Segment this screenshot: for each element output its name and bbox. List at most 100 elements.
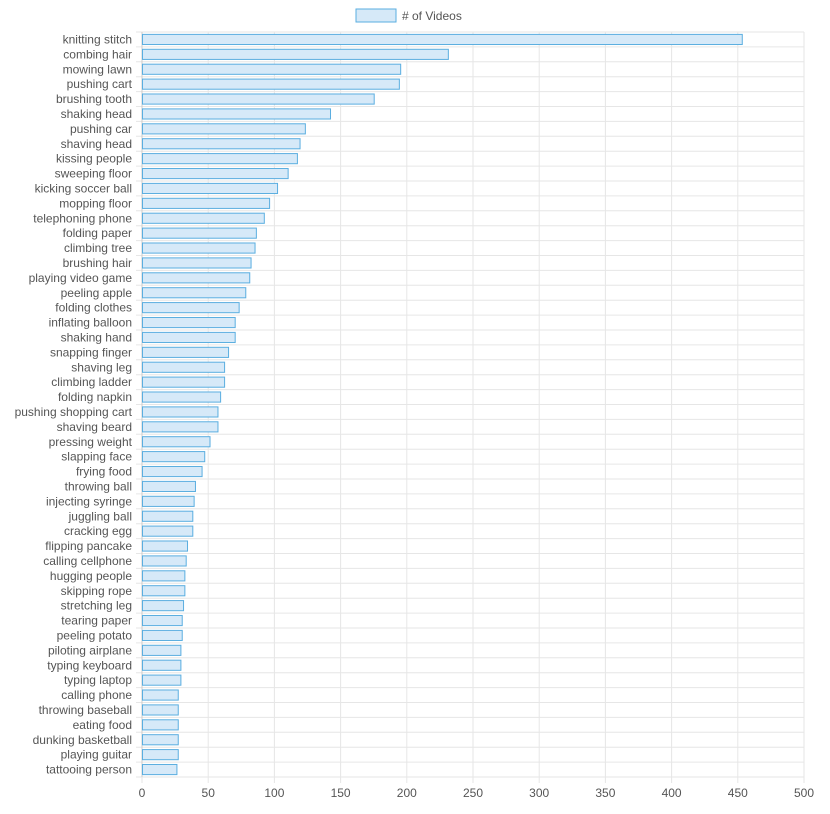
- bar[interactable]: [142, 123, 306, 135]
- bar[interactable]: [142, 674, 182, 686]
- category-label: shaking hand: [61, 330, 132, 344]
- category-label: brushing hair: [63, 256, 132, 270]
- bar[interactable]: [142, 421, 219, 433]
- bar[interactable]: [142, 242, 256, 254]
- bar[interactable]: [142, 510, 194, 522]
- bar[interactable]: [142, 257, 252, 269]
- category-label: skipping rope: [61, 584, 133, 598]
- category-label: hugging people: [50, 569, 132, 583]
- bar[interactable]: [142, 689, 179, 701]
- bar[interactable]: [142, 585, 186, 597]
- category-label: peeling apple: [61, 286, 133, 300]
- bar[interactable]: [142, 227, 257, 239]
- bar[interactable]: [142, 495, 195, 507]
- bar[interactable]: [142, 749, 179, 761]
- category-label: injecting syringe: [46, 494, 132, 508]
- category-label: combing hair: [63, 47, 132, 61]
- bar[interactable]: [142, 763, 178, 776]
- x-axis-labels: 0 50 100 150 200 250 300 350 400 450 500: [139, 786, 815, 800]
- bar[interactable]: [142, 153, 298, 165]
- bar[interactable]: [142, 167, 289, 180]
- category-label: pushing cart: [67, 77, 133, 91]
- bar[interactable]: [142, 391, 222, 403]
- category-label: playing video game: [29, 271, 133, 285]
- bar[interactable]: [142, 376, 226, 388]
- bar[interactable]: [142, 63, 402, 75]
- bar[interactable]: [142, 182, 279, 195]
- bar[interactable]: [142, 451, 206, 463]
- category-label: folding paper: [63, 226, 132, 240]
- bar[interactable]: [142, 302, 240, 314]
- category-label: shaving beard: [57, 420, 132, 434]
- legend[interactable]: # of Videos: [355, 8, 462, 23]
- bar[interactable]: [142, 659, 182, 671]
- bar[interactable]: [142, 93, 375, 105]
- category-label: mopping floor: [59, 196, 132, 210]
- grid-lines: [136, 31, 805, 783]
- category-label: kissing people: [56, 152, 132, 166]
- category-label: typing keyboard: [47, 658, 132, 672]
- x-tick-label: 100: [264, 786, 284, 800]
- category-label: pressing weight: [49, 435, 133, 449]
- bar[interactable]: [142, 629, 183, 642]
- bar[interactable]: [142, 33, 743, 46]
- category-label: pushing shopping cart: [15, 405, 133, 419]
- category-label: throwing baseball: [39, 703, 132, 717]
- category-label: eating food: [73, 718, 132, 732]
- bar[interactable]: [142, 361, 226, 373]
- bar[interactable]: [142, 272, 251, 284]
- category-label: climbing ladder: [51, 375, 132, 389]
- x-tick-label: 300: [529, 786, 549, 800]
- bar[interactable]: [142, 540, 189, 552]
- x-tick-label: 0: [139, 786, 146, 800]
- category-label: telephoning phone: [33, 211, 132, 225]
- category-label: flipping pancake: [45, 539, 132, 553]
- bar[interactable]: [142, 108, 332, 120]
- bar[interactable]: [142, 734, 179, 746]
- bar[interactable]: [142, 287, 247, 299]
- bar[interactable]: [142, 480, 196, 493]
- category-label: inflating balloon: [49, 316, 132, 330]
- bar[interactable]: [142, 436, 211, 448]
- bar[interactable]: [142, 719, 179, 731]
- bar[interactable]: [142, 48, 449, 60]
- bar[interactable]: [142, 465, 203, 478]
- bar[interactable]: [142, 644, 182, 656]
- bar[interactable]: [142, 138, 301, 150]
- category-label: snapping finger: [50, 345, 132, 359]
- bar[interactable]: [142, 346, 230, 358]
- bar[interactable]: [142, 78, 400, 90]
- bars: [142, 33, 743, 776]
- category-label: mowing lawn: [63, 62, 132, 76]
- bar[interactable]: [142, 406, 219, 418]
- bar[interactable]: [142, 212, 265, 224]
- x-tick-label: 200: [397, 786, 417, 800]
- bar[interactable]: [142, 555, 187, 567]
- category-label: stretching leg: [61, 599, 132, 613]
- bar[interactable]: [142, 197, 271, 209]
- x-tick-label: 350: [595, 786, 615, 800]
- x-tick-label: 250: [463, 786, 483, 800]
- category-label: dunking basketball: [33, 733, 132, 747]
- category-label: calling cellphone: [43, 554, 132, 568]
- bar[interactable]: [142, 614, 183, 627]
- category-label: tearing paper: [61, 614, 132, 628]
- legend-swatch: [355, 8, 397, 23]
- category-label: folding napkin: [58, 390, 132, 404]
- category-label: typing laptop: [64, 673, 132, 687]
- category-label: frying food: [76, 465, 132, 479]
- category-label: pushing car: [70, 122, 132, 136]
- category-label: peeling potato: [57, 628, 133, 642]
- bar[interactable]: [142, 600, 185, 612]
- x-tick-label: 450: [728, 786, 748, 800]
- bar[interactable]: [142, 704, 179, 716]
- bar[interactable]: [142, 570, 186, 582]
- category-label: cracking egg: [64, 524, 132, 538]
- bar[interactable]: [142, 316, 236, 329]
- bar[interactable]: [142, 331, 236, 344]
- category-label: slapping face: [61, 450, 132, 464]
- x-tick-label: 500: [794, 786, 814, 800]
- bar[interactable]: [142, 525, 194, 537]
